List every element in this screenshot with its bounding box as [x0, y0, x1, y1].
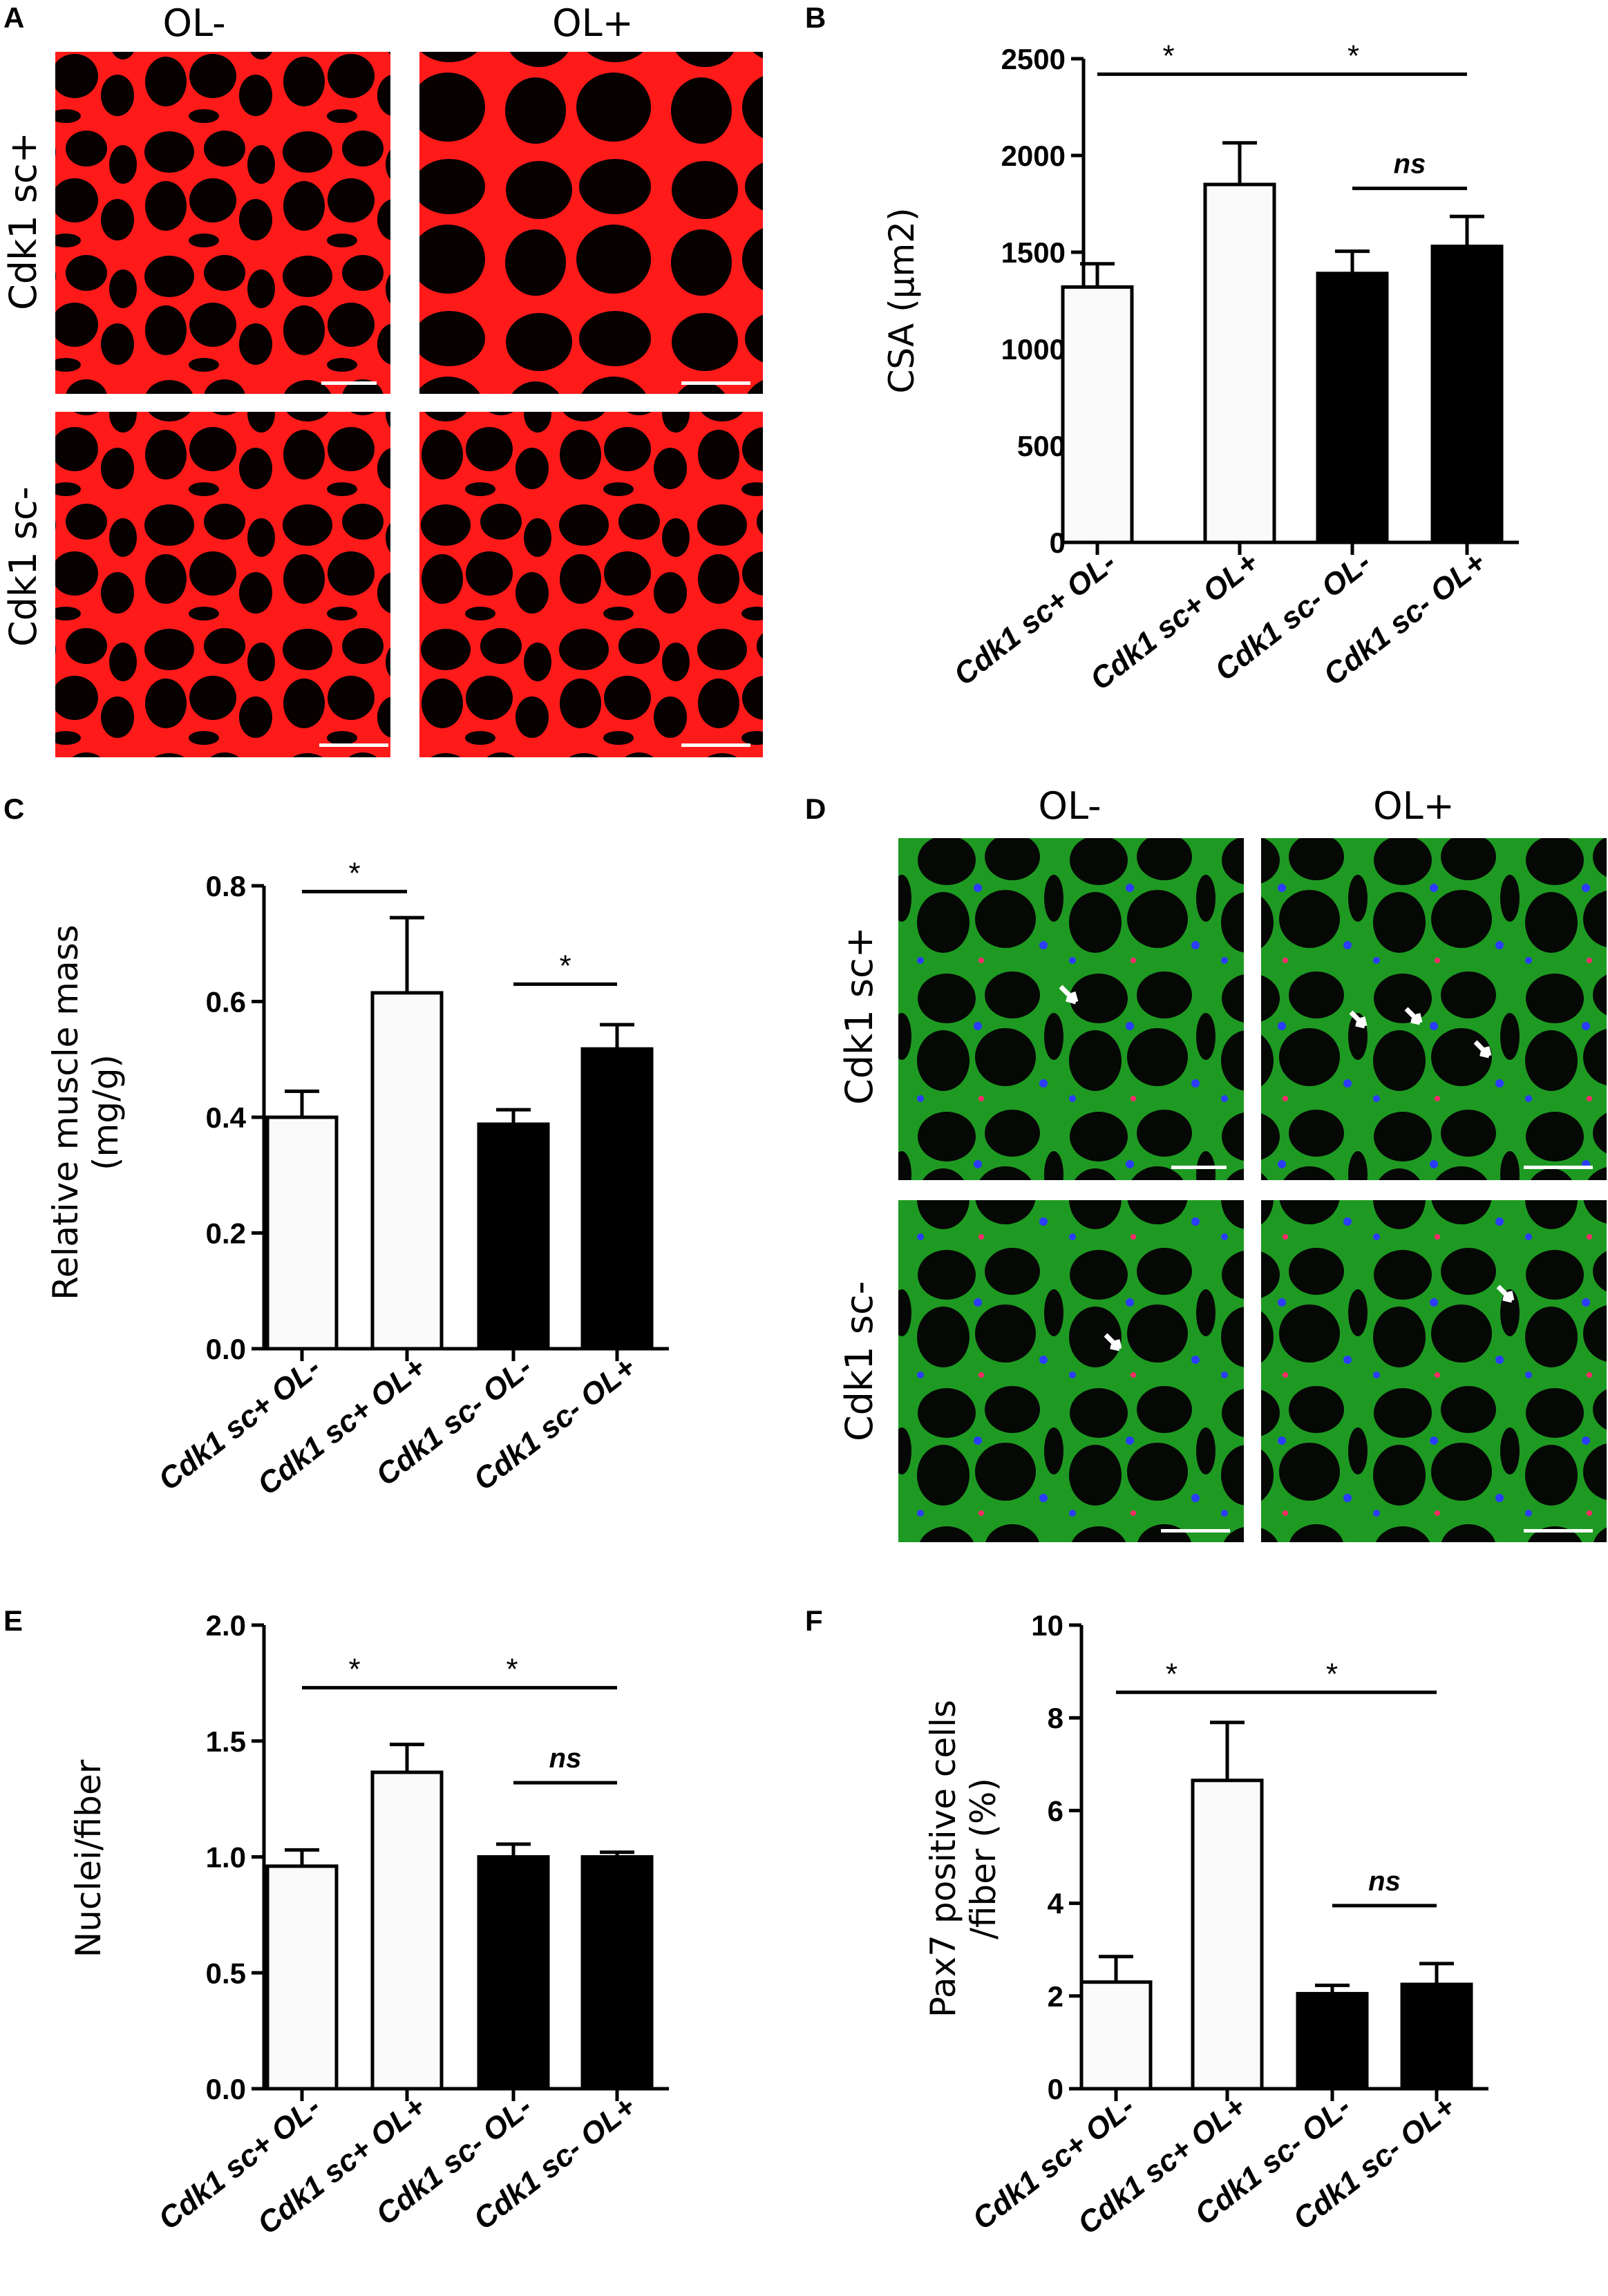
panel-a-micrograph-sc-minus-ol-minus: [55, 412, 390, 757]
bar: [1296, 1991, 1369, 2091]
arrow-icon: [1059, 985, 1079, 1005]
y-axis-label: CSA (µm2): [882, 207, 922, 393]
panel-c-letter: C: [3, 793, 24, 825]
bar: [1400, 1982, 1473, 2091]
bar: [477, 1855, 550, 2091]
y-tick-label: 2000: [1001, 140, 1066, 172]
y-tick-label: 0.4: [206, 1101, 247, 1134]
y-axis-label-line: (mg/g): [86, 1054, 126, 1170]
panel-d-row-sc-plus: Cdk1 sc+: [838, 927, 881, 1105]
y-axis-label-line: CSA (µm2): [882, 207, 922, 393]
scale-bar: [321, 381, 377, 385]
bar: [1316, 272, 1389, 544]
panel-c-muscle-mass-chart: 0.0 0.2 0.4 0.6 0.8 Relative muscle mass(mg/g…: [46, 856, 669, 1502]
panel-d-letter: D: [805, 793, 826, 825]
y-tick-label: 1500: [1001, 236, 1066, 269]
panel-a-col-ol-minus: OL-: [162, 1, 225, 45]
scale-bar: [1161, 1529, 1230, 1533]
y-axis-label: Nuclei/fiber: [68, 1759, 108, 1957]
y-tick-label: 0.5: [206, 1957, 246, 1989]
scale-bar: [1171, 1166, 1227, 1169]
panel-b-letter: B: [805, 1, 826, 34]
arrow-icon: [1404, 1007, 1423, 1025]
y-tick-label: 8: [1048, 1702, 1063, 1734]
significance-label: *: [1162, 39, 1174, 73]
panel-a-micrograph-sc-minus-ol-plus: [419, 412, 763, 757]
arrow-icon: [1349, 1010, 1368, 1029]
y-tick-label: 1.5: [206, 1725, 246, 1758]
panel-d-row-sc-minus: Cdk1 sc-: [838, 1281, 881, 1441]
y-tick-label: 2: [1048, 1980, 1063, 2013]
panel-e-letter: E: [3, 1604, 23, 1637]
scale-bar: [1524, 1529, 1593, 1533]
panel-f-letter: F: [805, 1604, 823, 1637]
bar: [370, 991, 444, 1351]
y-tick-label: 6: [1048, 1794, 1063, 1827]
significance-label: *: [1347, 39, 1359, 73]
y-axis-label-line: /fiber (%): [963, 1778, 1003, 1939]
y-axis-label: Relative muscle mass(mg/g): [46, 924, 126, 1300]
y-tick-label: 500: [1017, 430, 1066, 462]
bar: [1430, 245, 1504, 544]
panel-d-col-ol-minus: OL-: [1038, 784, 1101, 828]
significance-label: *: [348, 1653, 360, 1687]
significance-label: ns: [1368, 1866, 1401, 1897]
significance-label: ns: [549, 1743, 582, 1774]
y-tick-label: 4: [1048, 1888, 1064, 1920]
y-tick-label: 10: [1031, 1609, 1063, 1642]
y-tick-label: 0.0: [206, 2073, 246, 2105]
y-tick-label: 0.2: [206, 1217, 246, 1250]
y-tick-label: 1000: [1001, 333, 1066, 366]
significance-label: *: [1166, 1657, 1177, 1691]
panel-d-micrograph-sc-minus-ol-plus: [1261, 1200, 1607, 1542]
bar: [1203, 182, 1276, 544]
bar: [265, 1864, 339, 2091]
arrow-icon: [1496, 1284, 1515, 1303]
bar: [370, 1770, 444, 2091]
y-tick-label: 0.6: [206, 986, 246, 1018]
panel-d-micrograph-sc-minus-ol-minus: [898, 1200, 1244, 1542]
significance-label: *: [1326, 1657, 1338, 1691]
bar: [1079, 1980, 1153, 2091]
bar: [1191, 1778, 1264, 2091]
panel-d-micrograph-sc-plus-ol-plus: [1261, 838, 1607, 1180]
y-tick-label: 1.0: [206, 1841, 246, 1874]
bar: [1061, 285, 1134, 544]
y-tick-label: 2.0: [206, 1609, 246, 1642]
significance-label: *: [559, 949, 571, 983]
scale-bar: [681, 381, 750, 385]
bar: [580, 1047, 654, 1351]
significance-label: *: [348, 856, 360, 890]
panel-d-micrograph-sc-plus-ol-minus: [898, 838, 1244, 1180]
y-tick-label: 0: [1048, 2073, 1063, 2105]
y-axis-label-line: Pax7 positive cells: [923, 1700, 963, 2018]
y-axis-label-line: Nuclei/fiber: [68, 1759, 108, 1957]
bar: [477, 1122, 550, 1351]
y-axis-label-line: Relative muscle mass: [46, 924, 86, 1300]
panel-a-micrograph-sc-plus-ol-plus: [419, 52, 763, 394]
scale-bar: [319, 743, 388, 747]
panel-a-col-ol-plus: OL+: [552, 1, 634, 45]
panel-d-col-ol-plus: OL+: [1373, 784, 1455, 828]
y-tick-label: 2500: [1001, 43, 1066, 75]
panel-a-row-sc-plus: Cdk1 sc+: [1, 132, 45, 310]
arrow-icon: [1104, 1333, 1122, 1351]
significance-label: ns: [1394, 149, 1426, 180]
y-axis-label: Pax7 positive cells/fiber (%): [923, 1700, 1003, 2018]
arrow-icon: [1473, 1040, 1492, 1059]
panel-a-row-sc-minus: Cdk1 sc-: [1, 486, 45, 647]
bar: [265, 1115, 339, 1351]
significance-label: *: [506, 1653, 518, 1687]
scale-bar: [1524, 1166, 1593, 1169]
panel-a-letter: A: [3, 1, 24, 34]
scale-bar: [681, 743, 750, 747]
y-tick-label: 0.0: [206, 1333, 246, 1365]
panel-a-micrograph-sc-plus-ol-minus: [55, 52, 390, 394]
y-tick-label: 0.8: [206, 870, 246, 902]
bar: [580, 1855, 654, 2091]
